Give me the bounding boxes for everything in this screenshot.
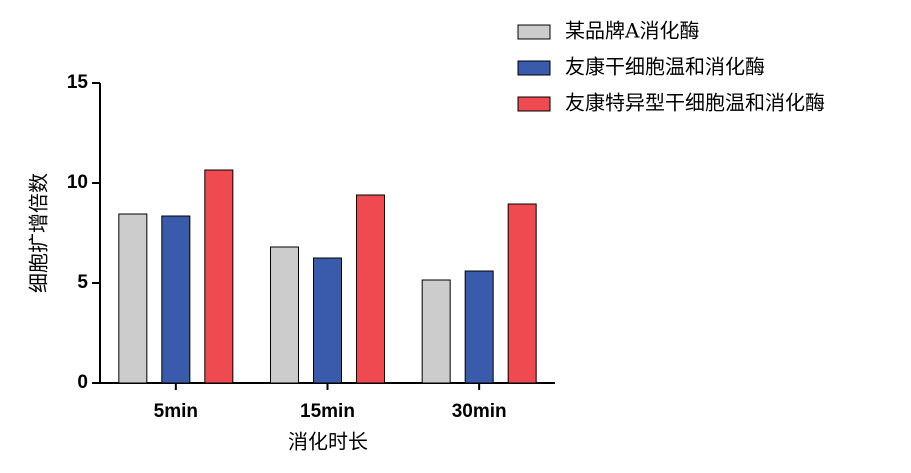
y-tick-label: 0 <box>77 372 88 393</box>
bar <box>464 270 494 384</box>
y-tick-label: 10 <box>67 172 88 193</box>
legend-swatch <box>517 24 551 40</box>
bar <box>118 213 148 384</box>
bar <box>313 257 342 384</box>
y-tick-label: 15 <box>67 72 89 93</box>
legend-label: 友康干细胞温和消化酶 <box>565 55 765 79</box>
bar <box>356 194 385 384</box>
bar <box>507 203 537 384</box>
legend-label: 某品牌A消化酶 <box>565 19 699 43</box>
bar <box>204 169 234 384</box>
bar <box>161 215 191 384</box>
legend-swatch <box>517 60 551 76</box>
x-tick-label: 5min <box>154 401 198 422</box>
x-axis-label: 消化时长 <box>288 430 368 454</box>
x-tick-label: 15min <box>300 401 355 422</box>
legend-swatch <box>517 96 551 112</box>
legend-label: 友康特异型干细胞温和消化酶 <box>565 91 825 115</box>
bar <box>270 246 299 384</box>
bar <box>421 279 451 384</box>
x-tick-label: 30min <box>452 401 507 422</box>
y-tick-label: 5 <box>77 272 88 293</box>
y-axis-label: 细胞扩增倍数 <box>27 173 51 293</box>
